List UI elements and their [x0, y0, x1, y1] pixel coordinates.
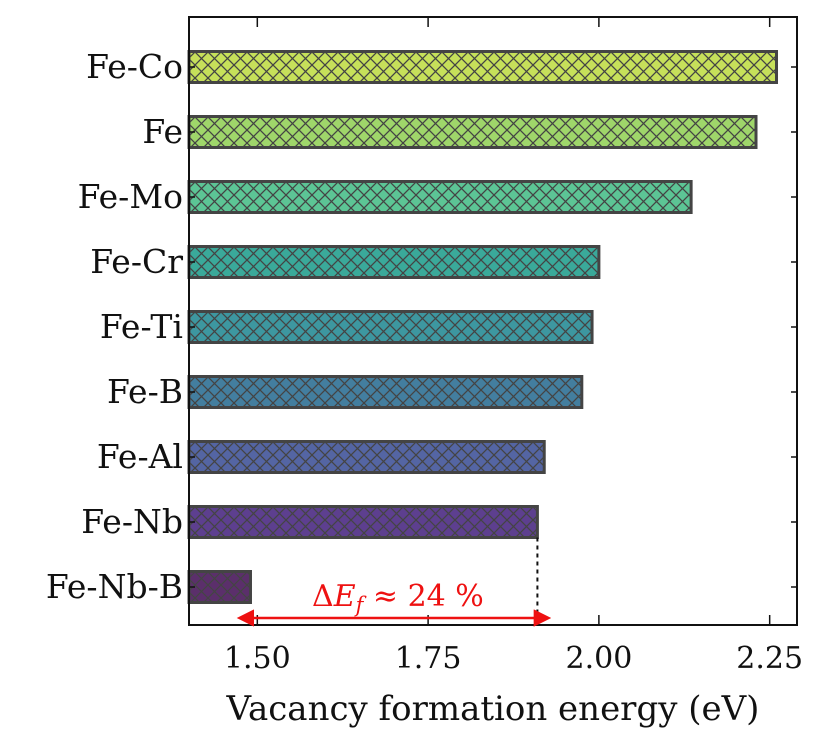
- category-label-fe-co: Fe-Co: [86, 47, 183, 86]
- bar-hatch-fe-mo: [187, 180, 693, 214]
- category-label-fe-mo: Fe-Mo: [78, 177, 183, 216]
- x-tick-labels: 1.50 1.75 2.00 2.25: [224, 641, 803, 676]
- bar-hatch-fe-b: [187, 375, 584, 409]
- x-axis-label: Vacancy formation energy (eV): [226, 689, 760, 729]
- category-label-fe-ti: Fe-Ti: [100, 307, 183, 346]
- bar-hatch-fe-ti: [187, 310, 594, 344]
- category-label-fe-al: Fe-Al: [97, 437, 183, 476]
- x-tick-label-0: 1.50: [224, 641, 291, 676]
- category-label-fe-b: Fe-B: [107, 372, 183, 411]
- category-labels: Fe-Co Fe Fe-Mo Fe-Cr Fe-Ti Fe-B Fe-Al Fe-Nb Fe-N…: [46, 47, 183, 606]
- delta-annotation: ΔEf ≈ 24 %: [236, 537, 552, 627]
- x-tick-label-1: 1.75: [395, 641, 462, 676]
- x-tick-label-2: 2.00: [565, 641, 632, 676]
- category-label-fe-nb: Fe-Nb: [81, 502, 183, 541]
- delta-variable: E: [333, 579, 356, 614]
- delta-suffix: ≈ 24 %: [363, 579, 483, 614]
- delta-prefix: Δ: [312, 579, 334, 614]
- bar-hatch-fe-nb-b: [187, 570, 252, 604]
- x-tick-label-3: 2.25: [736, 641, 803, 676]
- bar-hatch-fe-al: [187, 440, 546, 474]
- delta-subscript: f: [354, 593, 367, 617]
- category-label-fe-cr: Fe-Cr: [90, 242, 183, 281]
- bar-hatch-fe-co: [187, 50, 779, 84]
- bar-hatch-fe: [187, 115, 758, 149]
- bars-layer: [187, 50, 779, 604]
- category-label-fe-nb-b: Fe-Nb-B: [46, 567, 183, 606]
- category-label-fe: Fe: [142, 112, 183, 151]
- bar-hatch-fe-nb: [187, 505, 539, 539]
- bar-hatch-fe-cr: [187, 245, 601, 279]
- delta-annotation-text: ΔEf ≈ 24 %: [312, 579, 484, 617]
